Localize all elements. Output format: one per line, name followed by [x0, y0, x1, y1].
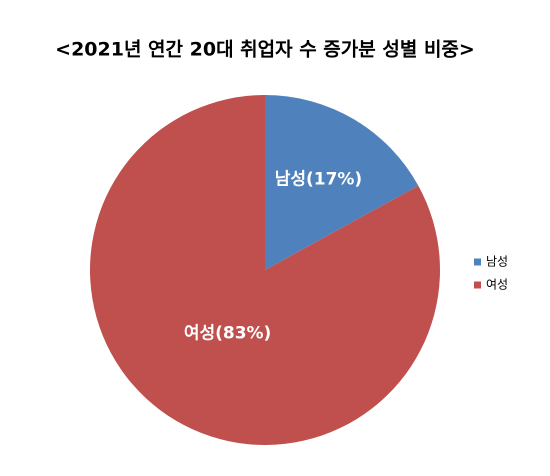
legend-label: 남성: [486, 255, 508, 269]
data-label: 남성(17%): [275, 170, 363, 190]
pie-slice: [89, 95, 441, 446]
legend-swatch: [474, 281, 481, 289]
legend-swatch: [474, 258, 481, 266]
chart-title: <2021년 연간 20대 취업자 수 증가분 성별 비중>: [55, 39, 475, 61]
legend-label: 여성: [486, 278, 508, 292]
pie-slice: [265, 95, 419, 270]
data-label: 여성(83%): [184, 323, 272, 343]
